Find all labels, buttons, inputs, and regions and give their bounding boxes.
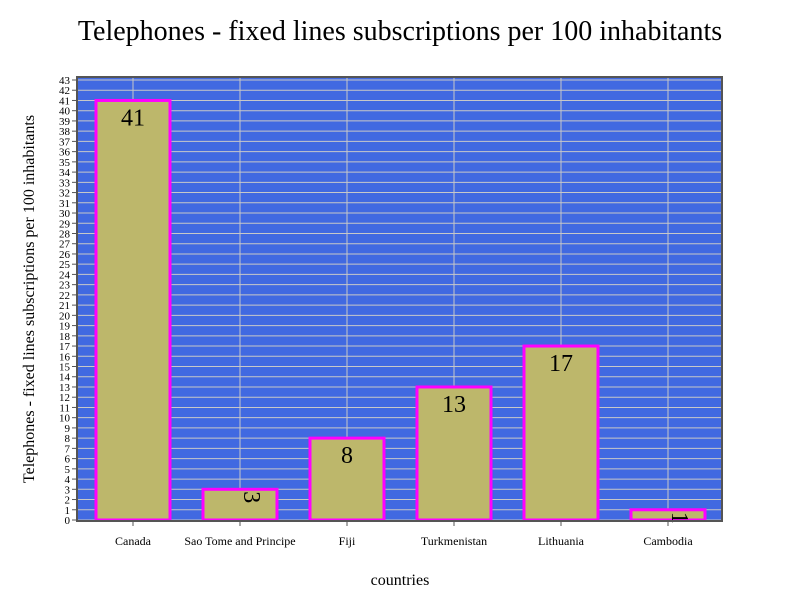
- x-tick-label: Cambodia: [643, 534, 693, 548]
- y-tick-label: 4: [65, 474, 71, 486]
- gridlines: [77, 77, 722, 521]
- x-axis-label: countries: [371, 572, 430, 589]
- y-tick-label: 20: [59, 310, 71, 322]
- y-tick-label: 36: [59, 147, 71, 159]
- y-tick-label: 22: [59, 290, 70, 302]
- y-tick-label: 26: [59, 249, 71, 261]
- y-tick-label: 38: [59, 126, 71, 138]
- y-tick-label: 7: [65, 443, 71, 455]
- y-tick-label: 28: [59, 228, 71, 240]
- plot-area: [77, 77, 722, 521]
- x-tick-label: Canada: [115, 534, 152, 548]
- y-tick-label: 12: [59, 392, 70, 404]
- y-tick-label: 16: [59, 351, 71, 363]
- y-tick-label: 10: [59, 413, 71, 425]
- y-tick-label: 13: [59, 382, 71, 394]
- y-tick-label: 31: [59, 198, 70, 210]
- y-tick-label: 43: [59, 75, 71, 87]
- data-label: 17: [549, 351, 573, 377]
- y-tick-label: 2: [65, 495, 71, 507]
- y-tick-label: 14: [59, 372, 71, 384]
- y-tick-label: 39: [59, 116, 71, 128]
- y-tick-label: 34: [59, 167, 71, 179]
- y-tick-label: 11: [59, 402, 70, 414]
- y-tick-label: 15: [59, 362, 71, 374]
- data-label: 8: [341, 443, 353, 469]
- x-axis: Canada Sao Tome and Principe Fiji Turkmenis…: [115, 521, 693, 548]
- y-tick-label: 6: [65, 454, 71, 466]
- y-tick-label: 8: [65, 433, 71, 445]
- y-tick-label: 30: [59, 208, 71, 220]
- y-tick-label: 32: [59, 188, 70, 200]
- y-tick-label: 9: [65, 423, 71, 435]
- y-tick-label: 5: [65, 464, 71, 476]
- y-tick-label: 24: [59, 269, 71, 281]
- x-tick-label: Lithuania: [538, 534, 585, 548]
- y-tick-label: 0: [65, 515, 71, 527]
- x-tick-label: Turkmenistan: [421, 534, 487, 548]
- y-tick-label: 21: [59, 300, 70, 312]
- y-tick-label: 25: [59, 259, 71, 271]
- y-tick-label: 27: [59, 239, 71, 251]
- y-tick-label: 3: [65, 484, 71, 496]
- y-tick-label: 41: [59, 95, 70, 107]
- x-tick-label: Sao Tome and Principe: [184, 534, 295, 548]
- y-axis-label: Telephones - fixed lines subscriptions p…: [21, 115, 38, 483]
- bar-lithuania: [522, 344, 600, 522]
- plot-frame: [76, 76, 723, 522]
- y-tick-label: 17: [59, 341, 71, 353]
- y-tick-label: 42: [59, 85, 70, 97]
- bar-turkmenistan: [415, 385, 493, 522]
- data-label: 3: [238, 491, 264, 503]
- bar-sao-tome-and-principe: [201, 487, 279, 522]
- x-tick-label: Fiji: [339, 534, 356, 548]
- y-tick-label: 1: [65, 505, 71, 517]
- data-label: 13: [442, 392, 466, 418]
- y-tick-label: 23: [59, 280, 71, 292]
- y-tick-label: 35: [59, 157, 71, 169]
- y-tick-label: 40: [59, 106, 71, 118]
- bar-fiji: [308, 436, 386, 522]
- y-tick-label: 19: [59, 321, 71, 333]
- data-label: 41: [121, 105, 145, 131]
- y-axis: 0123456789101112131415161718192021222324…: [59, 75, 77, 527]
- y-tick-label: 29: [59, 218, 71, 230]
- y-tick-label: 33: [59, 177, 71, 189]
- chart-title: Telephones - fixed lines subscriptions p…: [78, 16, 722, 47]
- y-tick-label: 37: [59, 136, 71, 148]
- y-tick-label: 18: [59, 331, 71, 343]
- bar-canada: [94, 98, 172, 522]
